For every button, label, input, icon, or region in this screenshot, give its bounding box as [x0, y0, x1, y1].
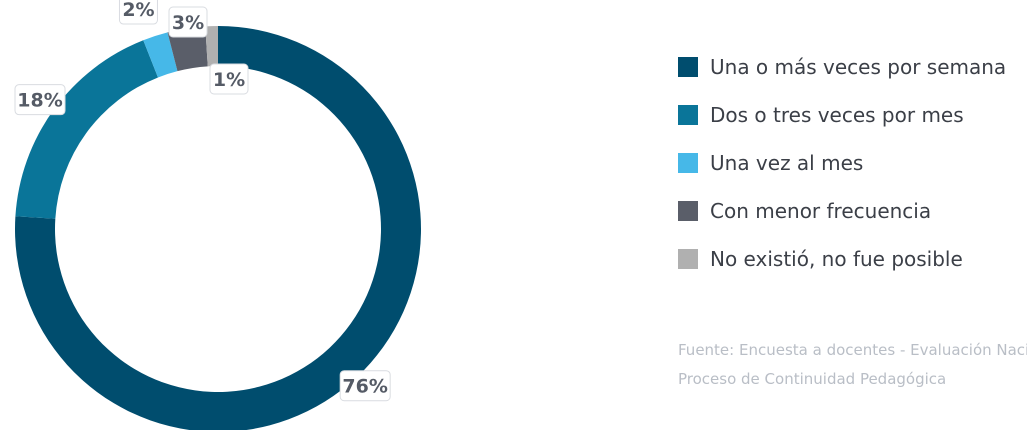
legend-item-weekly: Una o más veces por semana [678, 52, 1027, 82]
percent-label-text: 18% [17, 90, 62, 112]
legend-swatch [678, 57, 698, 77]
slice-less-frequent [167, 26, 208, 72]
legend-label: Con menor frecuencia [710, 199, 932, 223]
percent-label-text: 3% [172, 12, 204, 34]
percent-label-text: 1% [213, 69, 245, 91]
legend-swatch [678, 153, 698, 173]
legend-swatch [678, 105, 698, 125]
donut-chart: 76% 18% 2% 3% 1% [14, 0, 421, 430]
legend-item-monthly: Una vez al mes [678, 148, 1027, 178]
slice-two-three-monthly [15, 40, 158, 219]
legend-label: Dos o tres veces por mes [710, 103, 964, 127]
legend: Una o más veces por semana Dos o tres ve… [678, 52, 1027, 292]
percent-labels: 76% 18% 2% 3% 1% [14, 0, 391, 402]
slice-not-possible [205, 26, 218, 67]
legend-item-two-three-monthly: Dos o tres veces por mes [678, 100, 1027, 130]
label-3: 3% [168, 6, 208, 38]
percent-label-text: 76% [342, 376, 387, 398]
label-18: 18% [14, 84, 66, 116]
source-line-1: Fuente: Encuesta a docentes - Evaluación… [678, 341, 1027, 359]
legend-label: Una vez al mes [710, 151, 864, 175]
label-2: 2% [118, 0, 158, 25]
source-line-2: Proceso de Continuidad Pedagógica [678, 370, 947, 388]
legend-swatch [678, 201, 698, 221]
donut-slices [15, 26, 421, 430]
legend-item-not-possible: No existió, no fue posible [678, 244, 1027, 274]
slice-monthly [143, 32, 178, 78]
percent-label-text: 2% [122, 0, 154, 21]
source-note: Fuente: Encuesta a docentes - Evaluación… [678, 336, 1027, 394]
legend-label: Una o más veces por semana [710, 55, 1007, 79]
legend-item-less-frequent: Con menor frecuencia [678, 196, 1027, 226]
legend-swatch [678, 249, 698, 269]
label-76: 76% [339, 370, 391, 402]
label-1: 1% [209, 63, 249, 95]
legend-label: No existió, no fue posible [710, 247, 963, 271]
